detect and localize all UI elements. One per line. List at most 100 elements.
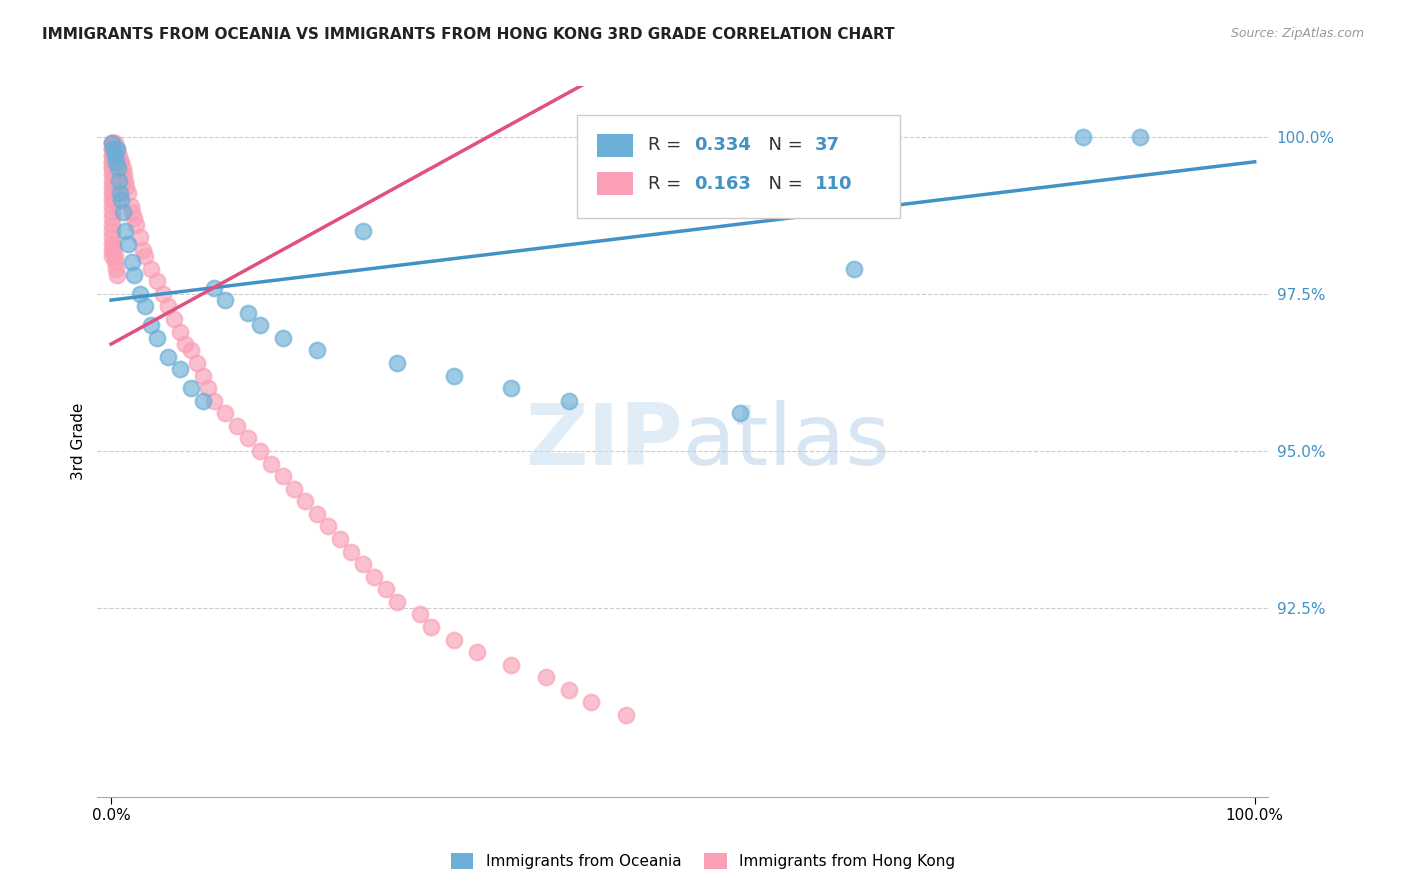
Point	[103, 243, 125, 257]
Legend: Immigrants from Oceania, Immigrants from Hong Kong: Immigrants from Oceania, Immigrants from…	[444, 847, 962, 875]
Point	[128, 286, 150, 301]
Point	[105, 154, 128, 169]
FancyBboxPatch shape	[598, 134, 633, 157]
Point	[271, 331, 294, 345]
Point	[101, 230, 124, 244]
Point	[157, 299, 180, 313]
Point	[101, 193, 124, 207]
Point	[1129, 129, 1152, 144]
Y-axis label: 3rd Grade: 3rd Grade	[72, 403, 86, 480]
Point	[191, 393, 214, 408]
Point	[107, 161, 129, 175]
Point	[340, 544, 363, 558]
Point	[202, 280, 225, 294]
Point	[104, 154, 127, 169]
Point	[105, 142, 128, 156]
Point	[101, 142, 124, 156]
Point	[294, 494, 316, 508]
Point	[114, 224, 136, 238]
Point	[443, 632, 465, 647]
Point	[163, 312, 186, 326]
Point	[132, 243, 155, 257]
Point	[385, 595, 408, 609]
Point	[110, 167, 132, 181]
Point	[238, 306, 260, 320]
Point	[104, 142, 127, 156]
Point	[180, 381, 202, 395]
Point	[465, 645, 488, 659]
Point	[191, 368, 214, 383]
Point	[169, 362, 191, 376]
Point	[110, 186, 132, 201]
Point	[501, 381, 523, 395]
Point	[238, 431, 260, 445]
FancyBboxPatch shape	[598, 172, 633, 195]
Text: 0.163: 0.163	[695, 175, 751, 193]
Point	[103, 161, 125, 175]
Point	[283, 482, 305, 496]
Point	[101, 174, 124, 188]
Point	[103, 161, 125, 175]
Point	[104, 261, 127, 276]
Point	[385, 356, 408, 370]
Point	[101, 154, 124, 169]
Point	[110, 167, 132, 181]
Point	[108, 148, 131, 162]
Point	[101, 205, 124, 219]
Point	[104, 167, 127, 181]
Point	[104, 154, 127, 169]
Point	[101, 249, 124, 263]
Point	[101, 148, 124, 162]
Point	[202, 393, 225, 408]
Point	[103, 142, 125, 156]
Point	[111, 205, 134, 219]
Point	[103, 255, 125, 269]
Point	[305, 343, 328, 358]
Text: 37: 37	[815, 136, 841, 154]
Point	[103, 136, 125, 150]
FancyBboxPatch shape	[578, 115, 900, 218]
Point	[134, 299, 156, 313]
Point	[108, 161, 131, 175]
Point	[557, 682, 579, 697]
Point	[105, 268, 128, 282]
Point	[101, 142, 124, 156]
Point	[180, 343, 202, 358]
Point	[103, 148, 125, 162]
Point	[121, 205, 143, 219]
Point	[101, 136, 124, 150]
Point	[169, 325, 191, 339]
Point	[214, 293, 236, 307]
Point	[103, 249, 125, 263]
Point	[146, 331, 169, 345]
Point	[844, 261, 866, 276]
Point	[105, 167, 128, 181]
Point	[352, 557, 374, 571]
Point	[101, 136, 124, 150]
Point	[103, 148, 125, 162]
Point	[120, 199, 142, 213]
Point	[363, 569, 385, 583]
Point	[110, 154, 132, 169]
Text: IMMIGRANTS FROM OCEANIA VS IMMIGRANTS FROM HONG KONG 3RD GRADE CORRELATION CHART: IMMIGRANTS FROM OCEANIA VS IMMIGRANTS FR…	[42, 27, 894, 42]
Point	[409, 607, 432, 622]
Point	[103, 154, 125, 169]
Point	[117, 186, 139, 201]
Point	[117, 236, 139, 251]
Point	[101, 167, 124, 181]
Point	[101, 243, 124, 257]
Point	[114, 174, 136, 188]
Point	[101, 161, 124, 175]
Point	[111, 161, 134, 175]
Point	[103, 180, 125, 194]
Point	[101, 224, 124, 238]
Point	[103, 186, 125, 201]
Point	[1071, 129, 1094, 144]
Point	[103, 148, 125, 162]
Point	[174, 337, 197, 351]
Point	[501, 657, 523, 672]
Point	[108, 174, 131, 188]
Text: R =: R =	[648, 175, 686, 193]
Point	[101, 161, 124, 175]
Point	[214, 406, 236, 420]
